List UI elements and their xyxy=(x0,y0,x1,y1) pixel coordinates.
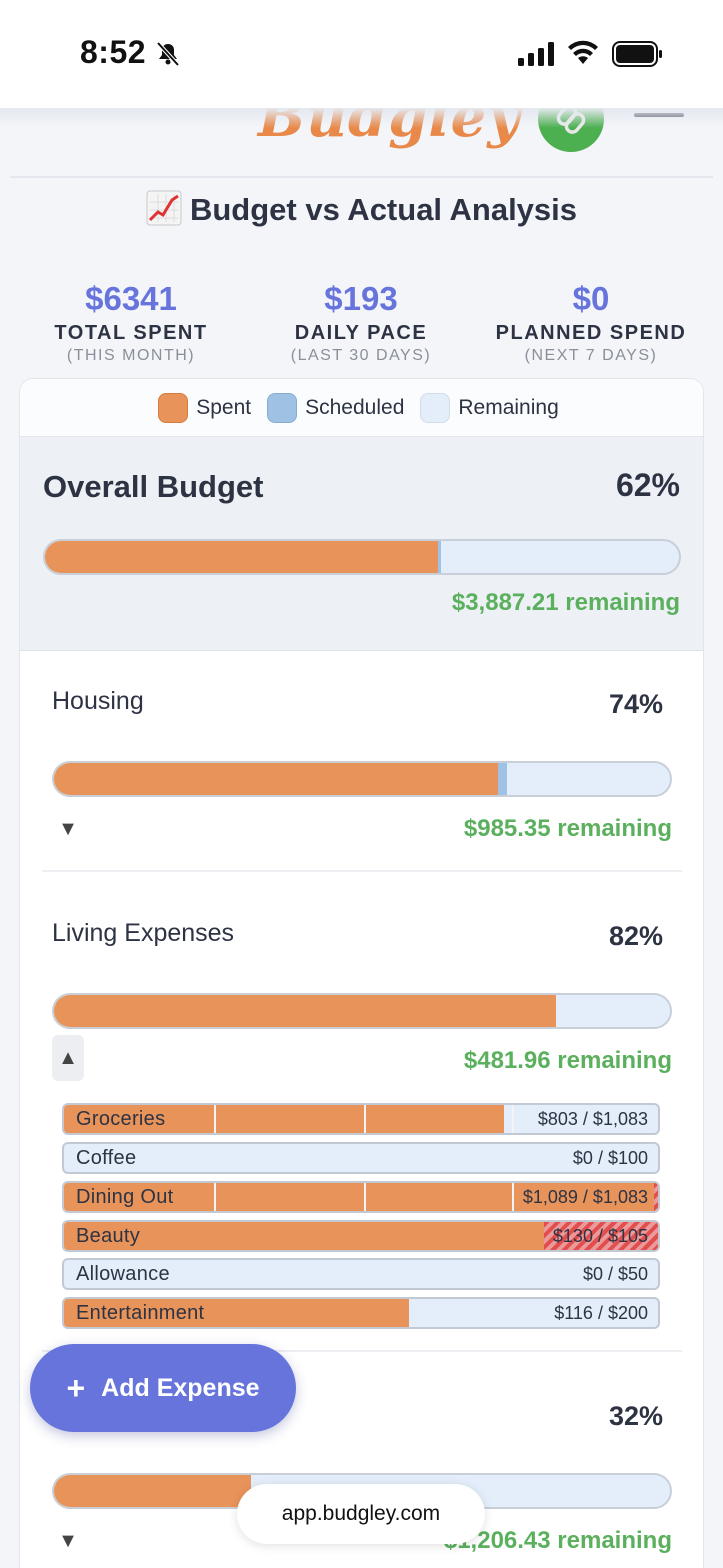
chart-increasing-icon xyxy=(146,190,182,226)
week-marker xyxy=(364,1183,366,1211)
bar-scheduled-fill xyxy=(497,763,507,795)
sub-spent-fill xyxy=(64,1105,505,1133)
legend-remaining: Remaining xyxy=(420,392,559,423)
category-remaining: $481.96 remaining xyxy=(463,1047,672,1074)
battery-icon xyxy=(612,41,662,67)
add-expense-label: Add Expense xyxy=(101,1373,260,1402)
subcategory-amount: $0 / $100 xyxy=(572,1148,648,1168)
category-percent: 32% xyxy=(608,1401,663,1431)
overall-title: Overall Budget xyxy=(43,469,264,504)
sub-overspent-fill xyxy=(544,1222,658,1250)
category-remaining: $1,206.43 remaining xyxy=(443,1527,672,1554)
category-name: Living Expenses xyxy=(52,919,235,947)
status-time: 8:52 xyxy=(80,34,147,70)
category-living-expenses[interactable]: Living Expenses 82% ▲ $481.96 remaining … xyxy=(20,883,703,1343)
legend-label: Scheduled xyxy=(305,395,405,419)
category-percent: 82% xyxy=(608,921,663,951)
legend-swatch-spent xyxy=(158,392,189,423)
category-percent: 74% xyxy=(608,689,663,719)
stat-value: $193 xyxy=(324,280,398,317)
subcategory-amount: $1,089 / $1,083 xyxy=(522,1187,648,1207)
bell-muted-icon xyxy=(156,41,180,67)
page-title: Budget vs Actual Analysis xyxy=(0,190,723,228)
subcategory-beauty[interactable]: Beauty $130 / $105 xyxy=(62,1220,660,1252)
sub-spent-fill xyxy=(64,1299,409,1327)
stat-daily-pace: $193 DAILY PACE (LAST 30 DAYS) xyxy=(246,280,476,365)
subcategory-amount: $0 / $50 xyxy=(582,1264,648,1284)
legend-swatch-remaining xyxy=(420,392,451,423)
subcategory-name: Dining Out xyxy=(76,1186,174,1208)
browser-url-bar[interactable]: app.budgley.com xyxy=(237,1484,485,1544)
stat-value: $0 xyxy=(572,280,610,317)
page-title-text: Budget vs Actual Analysis xyxy=(189,192,578,227)
week-marker xyxy=(214,1105,216,1133)
subcategory-dining-out[interactable]: Dining Out $1,089 / $1,083 xyxy=(62,1181,660,1213)
stat-sub: (THIS MONTH) xyxy=(66,347,196,364)
category-remaining: $985.35 remaining xyxy=(463,815,672,842)
stat-label: DAILY PACE xyxy=(294,322,428,344)
overall-remaining: $3,887.21 remaining xyxy=(451,589,680,616)
legend-spent: Spent xyxy=(158,392,252,423)
bar-spent-fill xyxy=(45,541,439,573)
signal-icon xyxy=(518,42,554,66)
category-divider xyxy=(42,870,682,872)
category-divider xyxy=(42,1350,682,1352)
stat-label: PLANNED SPEND xyxy=(495,322,687,344)
week-marker xyxy=(214,1183,216,1211)
legend-label: Spent xyxy=(196,395,252,419)
bar-spent-fill xyxy=(54,1475,252,1507)
week-marker xyxy=(512,1105,514,1133)
url-text: app.budgley.com xyxy=(281,1502,441,1525)
subcategory-amount: $130 / $105 xyxy=(552,1226,648,1246)
bar-scheduled-fill xyxy=(438,541,442,573)
subcategory-name: Beauty xyxy=(76,1225,141,1247)
category-progress-bar xyxy=(52,993,672,1029)
header-divider xyxy=(10,176,713,178)
week-marker xyxy=(512,1183,514,1211)
status-bar: 8:52 xyxy=(0,0,723,108)
legend-scheduled: Scheduled xyxy=(267,392,405,423)
overall-percent: 62% xyxy=(615,467,680,503)
subcategory-groceries[interactable]: Groceries $803 / $1,083 xyxy=(62,1103,660,1135)
wifi-icon xyxy=(568,40,598,64)
stat-total-spent: $6341 TOTAL SPENT (THIS MONTH) xyxy=(16,280,246,365)
budget-card: Spent Scheduled Remaining Overall Budget… xyxy=(19,378,704,1568)
sub-overspent-fill xyxy=(654,1183,658,1211)
legend-label: Remaining xyxy=(458,395,559,419)
category-housing[interactable]: Housing 74% ▼ $985.35 remaining xyxy=(20,651,703,871)
subcategory-name: Coffee xyxy=(76,1147,137,1169)
expand-toggle[interactable]: ▼ xyxy=(58,1530,78,1552)
subcategory-coffee[interactable]: Coffee $0 / $100 xyxy=(62,1142,660,1174)
legend: Spent Scheduled Remaining xyxy=(20,379,703,437)
category-progress-bar xyxy=(52,761,672,797)
category-name: Housing xyxy=(52,687,144,715)
subcategory-entertainment[interactable]: Entertainment $116 / $200 xyxy=(62,1297,660,1329)
plus-icon: + xyxy=(66,1370,86,1406)
bar-spent-fill xyxy=(54,995,557,1027)
sub-spent-fill xyxy=(64,1183,658,1211)
stat-sub: (NEXT 7 DAYS) xyxy=(524,347,658,364)
collapse-toggle[interactable]: ▲ xyxy=(52,1035,84,1081)
legend-swatch-scheduled xyxy=(267,392,298,423)
week-marker xyxy=(364,1105,366,1133)
stat-label: TOTAL SPENT xyxy=(54,322,208,344)
stat-value: $6341 xyxy=(85,280,177,317)
subcategory-name: Allowance xyxy=(76,1263,170,1285)
overall-progress-bar xyxy=(43,539,681,575)
category-item[interactable]: 32% ▼ $1,206.43 remaining xyxy=(20,1363,703,1568)
stat-planned-spend: $0 PLANNED SPEND (NEXT 7 DAYS) xyxy=(476,280,706,365)
stat-sub: (LAST 30 DAYS) xyxy=(290,347,432,364)
subcategory-amount: $803 / $1,083 xyxy=(537,1109,648,1129)
subcategory-amount: $116 / $200 xyxy=(554,1303,648,1323)
header-shadow xyxy=(0,108,723,128)
bar-spent-fill xyxy=(54,763,498,795)
expand-toggle[interactable]: ▼ xyxy=(58,818,78,840)
subcategory-name: Groceries xyxy=(76,1108,166,1130)
add-expense-button[interactable]: + Add Expense xyxy=(30,1344,296,1432)
subcategory-allowance[interactable]: Allowance $0 / $50 xyxy=(62,1258,660,1290)
overall-budget: Overall Budget 62% $3,887.21 remaining xyxy=(20,437,703,651)
subcategory-name: Entertainment xyxy=(76,1302,205,1324)
